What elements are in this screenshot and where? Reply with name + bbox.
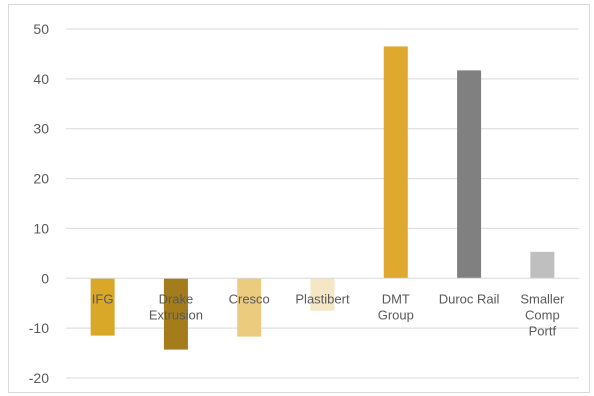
y-tick-label: 0	[41, 270, 49, 286]
y-tick-label: -20	[29, 370, 49, 386]
category-label: Duroc Rail	[439, 291, 500, 306]
bar	[237, 278, 262, 337]
category-label-line: IFG	[92, 291, 114, 306]
category-label: IFG	[92, 291, 114, 306]
y-tick-label: 50	[33, 21, 49, 37]
category-label-line: Drake	[159, 291, 194, 306]
y-axis-tick-labels: -20 -10 0 10 20 30 40 50	[29, 21, 49, 386]
category-labels: IFG Drake Extrusion Cresco Plastibert DMT Grou…	[92, 291, 565, 338]
bar	[310, 278, 335, 311]
y-tick-label: 30	[33, 121, 49, 137]
category-label-line: Extrusion	[149, 307, 203, 322]
category-label: Cresco	[229, 291, 270, 306]
category-label-line: Smaller	[520, 291, 565, 306]
chart-frame: -20 -10 0 10 20 30 40 50 IFG Drake Extrusion Cresc…	[8, 4, 590, 393]
gridlines	[66, 28, 579, 379]
y-tick-label: -10	[29, 320, 49, 336]
bar	[383, 46, 408, 279]
category-label-line: Portf	[529, 323, 557, 338]
category-label: DMT Group	[378, 291, 414, 322]
category-label-line: Group	[378, 307, 414, 322]
category-label-line: DMT	[382, 291, 410, 306]
y-tick-label: 20	[33, 171, 49, 187]
category-label-line: Duroc Rail	[439, 291, 500, 306]
y-tick-label: 40	[33, 71, 49, 87]
category-label-line: Cresco	[229, 291, 270, 306]
bars	[90, 46, 555, 350]
bar	[90, 278, 115, 336]
bar-chart: -20 -10 0 10 20 30 40 50 IFG Drake Extrusion Cresc…	[29, 21, 579, 386]
category-label: Drake Extrusion	[149, 291, 203, 322]
category-label-line: Comp	[525, 307, 560, 322]
y-tick-label: 10	[33, 220, 49, 236]
category-label-line: Plastibert	[295, 291, 350, 306]
bar	[530, 251, 555, 279]
bar	[457, 70, 482, 279]
category-label: Plastibert	[295, 291, 350, 306]
bar	[163, 278, 188, 350]
category-label: Smaller Comp Portf	[520, 291, 565, 338]
